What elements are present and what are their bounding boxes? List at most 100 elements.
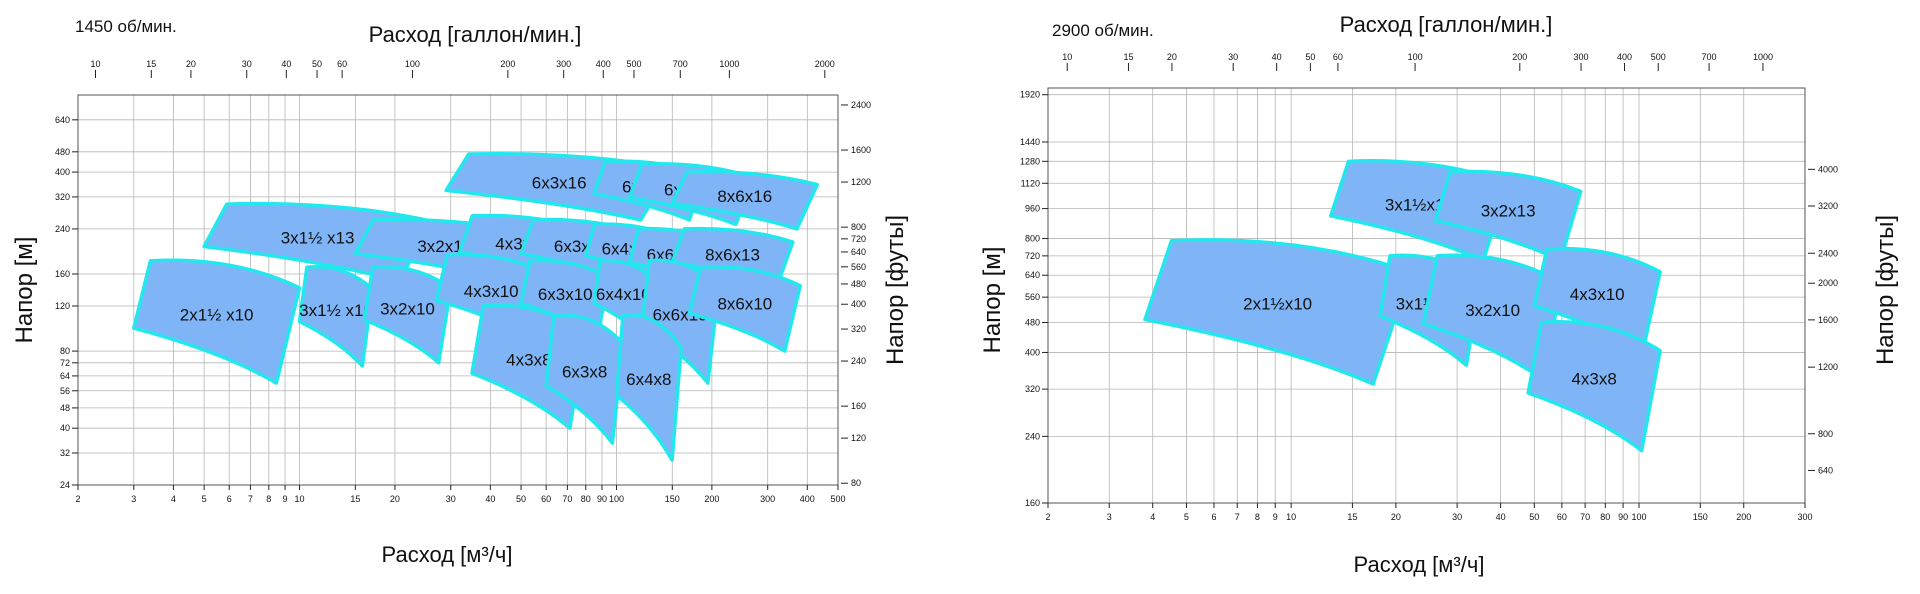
y2-tick-label: 560 bbox=[851, 262, 866, 272]
region-label: 6x3x16 bbox=[532, 173, 587, 192]
speed-label: 2900 об/мин. bbox=[1052, 21, 1154, 40]
region-label: 6x3x8 bbox=[562, 362, 607, 381]
x-tick-label: 150 bbox=[665, 494, 680, 504]
x2-tick-label: 30 bbox=[1228, 52, 1238, 62]
x-tick-label: 90 bbox=[597, 494, 607, 504]
left-axis-title: Напор [м] bbox=[11, 237, 38, 344]
x2-tick-label: 20 bbox=[186, 59, 196, 69]
y-tick-label: 1920 bbox=[1020, 90, 1040, 100]
top-axis-title: Расход [галлон/мин.] bbox=[369, 22, 582, 47]
y2-tick-label: 160 bbox=[851, 401, 866, 411]
x2-tick-label: 200 bbox=[1512, 52, 1527, 62]
y2-tick-label: 400 bbox=[851, 299, 866, 309]
x-tick-label: 30 bbox=[1452, 512, 1462, 522]
x-tick-label: 3 bbox=[1107, 512, 1112, 522]
x-tick-label: 200 bbox=[1736, 512, 1751, 522]
axes: 2 3 4 5 6 7 8 9 10 15 20 30 40 50 60 70 80 90 100 150 200 300… bbox=[55, 59, 871, 504]
region-label: 2x1½x10 bbox=[1243, 295, 1312, 314]
y2-tick-label: 2400 bbox=[1818, 248, 1838, 258]
x2-tick-label: 1000 bbox=[1753, 52, 1773, 62]
y-tick-label: 720 bbox=[1025, 251, 1040, 261]
y-tick-label: 160 bbox=[1025, 498, 1040, 508]
y-tick-label: 640 bbox=[55, 115, 70, 125]
region-label: 3x1½ x13 bbox=[281, 228, 355, 247]
region-label: 8x6x13 bbox=[705, 245, 760, 264]
y2-tick-label: 1200 bbox=[1818, 362, 1838, 372]
axes: 2 3 4 5 6 7 8 9 10 15 20 30 40 50 60 70 80 90 100 150 200 300… bbox=[1020, 52, 1838, 522]
region-label: 6x4x10 bbox=[596, 285, 651, 304]
x2-tick-label: 200 bbox=[500, 59, 515, 69]
plot-frame bbox=[77, 94, 839, 486]
y-tick-label: 640 bbox=[1025, 270, 1040, 280]
pump-regions: 6x3x166x4x166x6x168x6x163x1½ x133x2x134x… bbox=[132, 152, 819, 462]
x-tick-label: 70 bbox=[562, 494, 572, 504]
y2-tick-label: 2000 bbox=[1818, 278, 1838, 288]
x-tick-label: 2 bbox=[1045, 512, 1050, 522]
x-tick-label: 7 bbox=[248, 494, 253, 504]
x-tick-label: 4 bbox=[1150, 512, 1155, 522]
x-tick-label: 4 bbox=[171, 494, 176, 504]
pump-region bbox=[670, 170, 819, 231]
x-tick-label: 40 bbox=[1496, 512, 1506, 522]
y-tick-label: 320 bbox=[1025, 384, 1040, 394]
speed-label: 1450 об/мин. bbox=[75, 17, 177, 36]
y2-tick-label: 120 bbox=[851, 433, 866, 443]
x-tick-label: 100 bbox=[609, 494, 624, 504]
x-tick-label: 20 bbox=[1391, 512, 1401, 522]
y2-tick-label: 720 bbox=[851, 234, 866, 244]
y2-tick-label: 2400 bbox=[851, 100, 871, 110]
x-tick-label: 80 bbox=[581, 494, 591, 504]
x-tick-label: 200 bbox=[704, 494, 719, 504]
x-tick-label: 90 bbox=[1618, 512, 1628, 522]
y2-tick-label: 1600 bbox=[851, 145, 871, 155]
x2-tick-label: 300 bbox=[1574, 52, 1589, 62]
region-label: 4x3x10 bbox=[464, 282, 519, 301]
region-label: 4x3x10 bbox=[1570, 285, 1625, 304]
y-tick-label: 400 bbox=[55, 167, 70, 177]
region-label: 3x1½x13 bbox=[1385, 195, 1454, 214]
pump-region bbox=[1143, 238, 1413, 386]
y-tick-label: 400 bbox=[1025, 347, 1040, 357]
x-tick-label: 10 bbox=[1286, 512, 1296, 522]
region-label: 4x3x8 bbox=[1571, 370, 1616, 389]
x2-tick-label: 500 bbox=[626, 59, 641, 69]
y-tick-label: 480 bbox=[55, 147, 70, 157]
bottom-axis-title: Расход [м³/ч] bbox=[1354, 552, 1485, 577]
x-tick-label: 7 bbox=[1235, 512, 1240, 522]
x-tick-label: 6 bbox=[1211, 512, 1216, 522]
x2-tick-label: 500 bbox=[1651, 52, 1666, 62]
x-tick-label: 9 bbox=[1273, 512, 1278, 522]
chart-1450-rpm: 1450 об/мин. Расход [галлон/мин.] Расход… bbox=[11, 17, 909, 567]
y-tick-label: 320 bbox=[55, 192, 70, 202]
region-label: 6x3x10 bbox=[538, 285, 593, 304]
x-tick-label: 2 bbox=[75, 494, 80, 504]
x-tick-label: 300 bbox=[1797, 512, 1812, 522]
x2-tick-label: 15 bbox=[1123, 52, 1133, 62]
region-label: 3x2x10 bbox=[380, 300, 435, 319]
region-label: 8x6x16 bbox=[717, 187, 772, 206]
x2-tick-label: 400 bbox=[1617, 52, 1632, 62]
x-tick-label: 15 bbox=[1347, 512, 1357, 522]
x2-tick-label: 40 bbox=[281, 59, 291, 69]
x-tick-label: 5 bbox=[202, 494, 207, 504]
y-tick-label: 1280 bbox=[1020, 156, 1040, 166]
x2-tick-label: 10 bbox=[1062, 52, 1072, 62]
x-tick-label: 50 bbox=[1529, 512, 1539, 522]
y2-tick-label: 4000 bbox=[1818, 164, 1838, 174]
y2-tick-label: 240 bbox=[851, 356, 866, 366]
y-tick-label: 64 bbox=[60, 371, 70, 381]
x-tick-label: 400 bbox=[800, 494, 815, 504]
y2-tick-label: 1200 bbox=[851, 177, 871, 187]
y2-tick-label: 320 bbox=[851, 324, 866, 334]
x2-tick-label: 50 bbox=[312, 59, 322, 69]
x-tick-label: 60 bbox=[541, 494, 551, 504]
x-tick-label: 40 bbox=[485, 494, 495, 504]
x2-tick-label: 10 bbox=[90, 59, 100, 69]
x-tick-label: 8 bbox=[266, 494, 271, 504]
x-tick-label: 10 bbox=[295, 494, 305, 504]
y2-tick-label: 80 bbox=[851, 478, 861, 488]
y-tick-label: 56 bbox=[60, 386, 70, 396]
x2-tick-label: 20 bbox=[1167, 52, 1177, 62]
y-tick-label: 480 bbox=[1025, 317, 1040, 327]
